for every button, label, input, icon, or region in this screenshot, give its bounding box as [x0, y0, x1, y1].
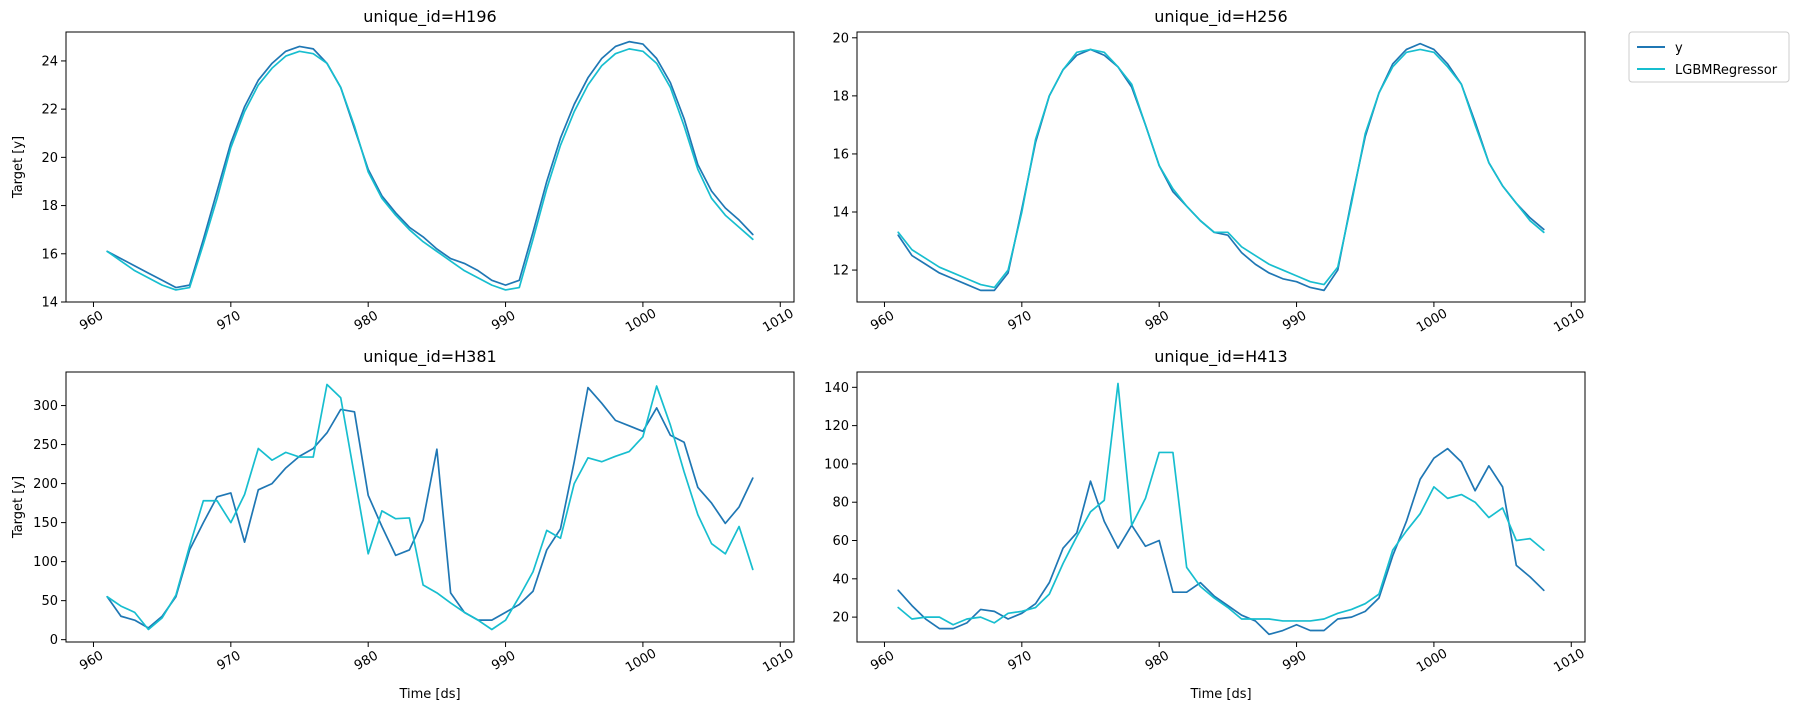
chart-title: unique_id=H413 — [1154, 347, 1287, 367]
y-tick-label: 18 — [41, 199, 58, 214]
y-tick-label: 14 — [41, 296, 58, 311]
y-tick-label: 250 — [33, 438, 58, 453]
x-tick-label: 970 — [215, 648, 244, 673]
x-tick-label: 970 — [1006, 648, 1035, 673]
y-tick-label: 20 — [41, 151, 58, 166]
series-line-lgbmregressor — [106, 48, 754, 291]
y-axis-label: Target [y] — [11, 476, 26, 539]
series-line-lgbmregressor — [897, 382, 1545, 626]
x-tick-label: 1000 — [1414, 646, 1450, 676]
x-tick-label: 980 — [1143, 648, 1172, 673]
y-tick-label: 120 — [824, 419, 849, 434]
axes-frame — [65, 31, 795, 303]
y-tick-label: 200 — [33, 477, 58, 492]
x-axis-label: Time [ds] — [1189, 687, 1251, 702]
axes-frame — [856, 371, 1586, 643]
chart-title: unique_id=H256 — [1154, 7, 1287, 27]
y-tick-label: 40 — [832, 572, 849, 587]
y-axis-label: Target [y] — [11, 136, 26, 199]
x-tick-label: 990 — [489, 648, 518, 673]
series-line-lgbmregressor — [897, 48, 1545, 289]
axes-frame — [856, 31, 1586, 303]
y-tick-label: 60 — [832, 534, 849, 549]
subplot-h196: 960 970 980 990 1000 1010 14 16 18 20 22 24 unique_i… — [11, 7, 797, 336]
x-tick-label: 990 — [1280, 308, 1309, 333]
series-line-lgbmregressor — [106, 383, 754, 631]
x-tick-label: 980 — [352, 308, 381, 333]
x-tick-label: 1010 — [1551, 646, 1587, 676]
x-axis-label: Time [ds] — [398, 687, 460, 702]
legend-label-lgbmregressor: LGBMRegressor — [1675, 63, 1778, 78]
x-tick-label: 960 — [868, 308, 897, 333]
x-tick-label: 1000 — [623, 646, 659, 676]
y-tick-label: 100 — [824, 457, 849, 472]
chart-title: unique_id=H196 — [363, 7, 496, 27]
x-tick-label: 990 — [1280, 648, 1309, 673]
y-tick-label: 16 — [832, 147, 849, 162]
series-line-y — [897, 447, 1545, 636]
y-tick-label: 100 — [33, 555, 58, 570]
y-tick-label: 150 — [33, 516, 58, 531]
y-tick-label: 300 — [33, 399, 58, 414]
y-tick-label: 22 — [41, 103, 58, 118]
series-line-y — [106, 386, 754, 629]
chart-title: unique_id=H381 — [363, 347, 496, 367]
legend-box — [1628, 31, 1790, 83]
y-tick-label: 20 — [832, 611, 849, 626]
x-tick-label: 1010 — [760, 646, 796, 676]
legend: y LGBMRegressor — [1628, 31, 1790, 83]
legend-label-y: y — [1675, 41, 1683, 56]
y-tick-label: 18 — [832, 89, 849, 104]
subplot-h256: 960 970 980 990 1000 1010 12 14 16 18 20 unique_id=… — [832, 7, 1587, 336]
x-tick-label: 1000 — [1414, 306, 1450, 336]
axes-frame — [65, 371, 795, 643]
y-tick-label: 12 — [832, 264, 849, 279]
x-tick-label: 980 — [1143, 308, 1172, 333]
y-tick-label: 24 — [41, 54, 58, 69]
series-line-y — [897, 42, 1545, 292]
x-tick-label: 960 — [77, 308, 106, 333]
y-tick-label: 140 — [824, 381, 849, 396]
x-tick-label: 980 — [352, 648, 381, 673]
y-tick-label: 0 — [50, 633, 58, 648]
y-tick-label: 50 — [41, 594, 58, 609]
x-tick-label: 990 — [489, 308, 518, 333]
y-tick-label: 20 — [832, 31, 849, 46]
series-line-y — [106, 40, 754, 289]
x-tick-label: 960 — [868, 648, 897, 673]
x-tick-label: 1010 — [1551, 306, 1587, 336]
x-tick-label: 1000 — [623, 306, 659, 336]
y-tick-label: 80 — [832, 496, 849, 511]
y-tick-label: 16 — [41, 247, 58, 262]
subplot-h381: 960 970 980 990 1000 1010 0 50 100 150 200 250 300 un… — [11, 347, 797, 702]
x-tick-label: 1010 — [760, 306, 796, 336]
y-tick-label: 14 — [832, 206, 849, 221]
x-tick-label: 970 — [215, 308, 244, 333]
x-tick-label: 960 — [77, 648, 106, 673]
x-tick-label: 970 — [1006, 308, 1035, 333]
subplot-h413: 960 970 980 990 1000 1010 20 40 60 80 100 120 140 uni… — [824, 347, 1587, 702]
